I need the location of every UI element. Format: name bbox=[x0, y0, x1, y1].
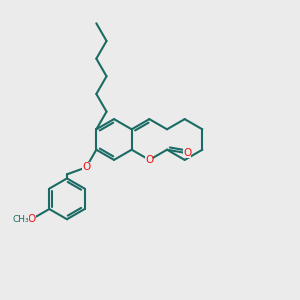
Text: CH₃: CH₃ bbox=[12, 215, 29, 224]
Text: O: O bbox=[82, 162, 90, 172]
Text: O: O bbox=[183, 148, 191, 158]
Text: O: O bbox=[145, 155, 154, 165]
Text: O: O bbox=[28, 214, 36, 224]
